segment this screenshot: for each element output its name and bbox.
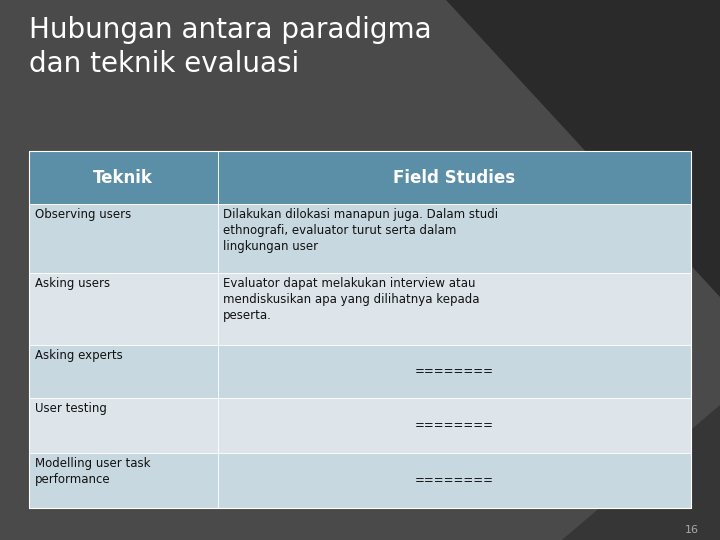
Bar xyxy=(29,453,217,508)
Text: 16: 16 xyxy=(685,524,698,535)
Polygon shape xyxy=(562,405,720,540)
Text: Asking users: Asking users xyxy=(35,277,109,290)
Text: Hubungan antara paradigma
dan teknik evaluasi: Hubungan antara paradigma dan teknik eva… xyxy=(29,16,431,78)
Bar xyxy=(217,453,691,508)
Text: Asking experts: Asking experts xyxy=(35,349,122,362)
Bar xyxy=(29,273,217,345)
Text: ========: ======== xyxy=(415,474,494,487)
Bar xyxy=(217,398,691,453)
Bar xyxy=(29,151,217,204)
Bar xyxy=(217,204,691,273)
Text: Teknik: Teknik xyxy=(94,168,153,187)
Bar xyxy=(29,151,691,508)
Text: Field Studies: Field Studies xyxy=(393,168,516,187)
Text: Observing users: Observing users xyxy=(35,208,131,221)
Text: Modelling user task
performance: Modelling user task performance xyxy=(35,457,150,486)
Polygon shape xyxy=(446,0,720,297)
Text: User testing: User testing xyxy=(35,402,107,415)
Bar xyxy=(29,345,217,398)
Text: Evaluator dapat melakukan interview atau
mendiskusikan apa yang dilihatnya kepad: Evaluator dapat melakukan interview atau… xyxy=(223,277,480,322)
Bar xyxy=(217,345,691,398)
Bar xyxy=(29,204,217,273)
Text: ========: ======== xyxy=(415,419,494,432)
Text: Dilakukan dilokasi manapun juga. Dalam studi
ethnografi, evaluator turut serta d: Dilakukan dilokasi manapun juga. Dalam s… xyxy=(223,208,498,253)
Bar xyxy=(217,273,691,345)
Text: ========: ======== xyxy=(415,365,494,378)
Bar xyxy=(217,151,691,204)
Bar xyxy=(29,398,217,453)
